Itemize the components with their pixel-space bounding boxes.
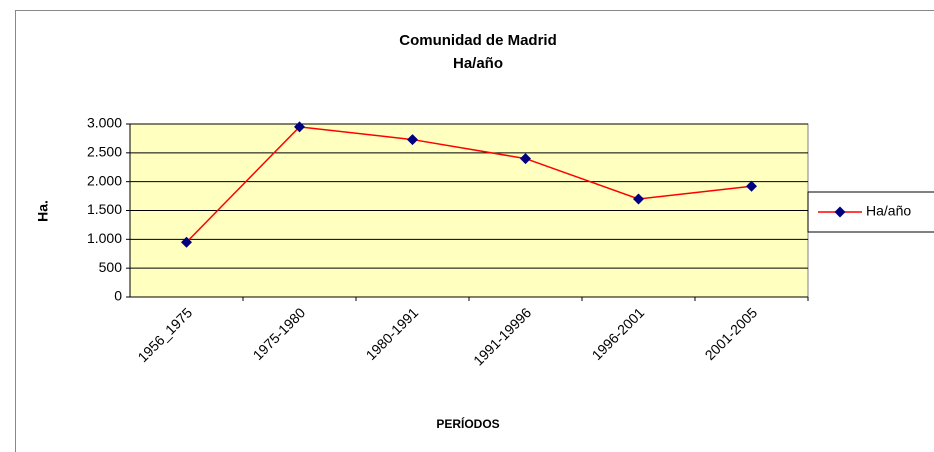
- y-tick-label: 1.500: [87, 201, 122, 217]
- y-tick-label: 2.500: [87, 144, 122, 160]
- y-tick-label: 1.000: [87, 230, 122, 246]
- legend-marker: [834, 206, 846, 218]
- data-point: [746, 180, 757, 192]
- y-tick-label: 3.000: [87, 115, 122, 131]
- data-point: [407, 134, 418, 146]
- y-tick-label: 2.000: [87, 172, 122, 188]
- series-line: [185, 126, 752, 243]
- y-tick-label: 500: [99, 259, 123, 275]
- legend-label: Ha/año: [866, 203, 911, 219]
- y-axis-title: Ha.: [35, 200, 51, 222]
- data-point: [520, 153, 531, 165]
- x-axis-title: PERÍODOS: [436, 416, 499, 431]
- chart-subtitle: Ha/año: [453, 55, 503, 72]
- chart-title: Comunidad de Madrid: [399, 32, 557, 49]
- data-point: [181, 236, 192, 248]
- data-point: [294, 121, 305, 133]
- y-tick-label: 0: [114, 288, 122, 304]
- data-point: [633, 193, 644, 205]
